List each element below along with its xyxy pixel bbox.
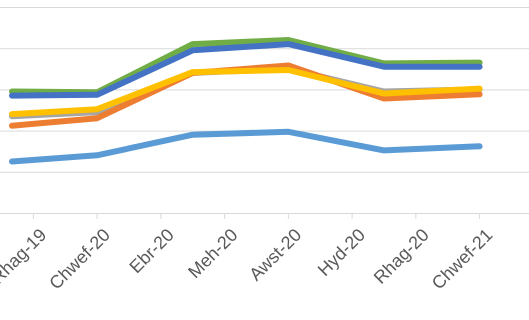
x-axis (0, 213, 529, 219)
x-tick-label: Rhag-20 (370, 225, 433, 288)
x-tick-label: Chwef-21 (428, 225, 497, 294)
x-tick-label: Ebr-20 (125, 225, 177, 277)
x-tick-label: Awst-20 (245, 225, 305, 285)
series-line (9, 128, 483, 165)
x-tick-label: Rhag-19 (0, 225, 50, 288)
series-line (9, 67, 483, 118)
x-tick-label: Hyd-20 (314, 225, 369, 280)
series-lines (9, 37, 483, 165)
x-tick-label: Meh-20 (184, 225, 241, 282)
x-tick-label: Chwef-20 (45, 225, 114, 294)
series-line (9, 41, 483, 99)
